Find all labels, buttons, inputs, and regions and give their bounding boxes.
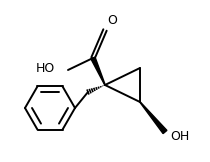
Polygon shape: [91, 57, 105, 85]
Polygon shape: [140, 102, 167, 134]
Text: O: O: [107, 13, 117, 27]
Text: HO: HO: [36, 62, 55, 75]
Text: OH: OH: [170, 129, 189, 143]
